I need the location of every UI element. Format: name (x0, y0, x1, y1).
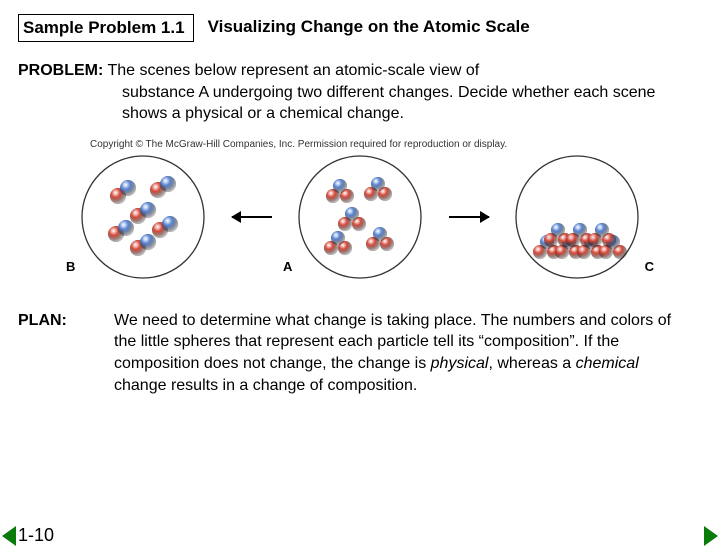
problem-text-rest: substance A undergoing two different cha… (122, 82, 690, 125)
panel-c: C (514, 154, 640, 280)
problem-text-line1: The scenes below represent an atomic-sca… (103, 62, 479, 79)
plan-mid: , whereas a (488, 355, 575, 372)
nav-prev-icon[interactable] (2, 526, 16, 546)
arrow-right-icon (449, 216, 489, 218)
page-number: 1-10 (18, 525, 54, 546)
plan-text: We need to determine what change is taki… (114, 310, 690, 396)
panel-a-svg (297, 154, 423, 280)
sample-problem-box: Sample Problem 1.1 (18, 14, 194, 42)
panel-c-label: C (645, 259, 654, 274)
problem-label: PROBLEM: (18, 62, 103, 79)
panel-b-svg (80, 154, 206, 280)
panel-b: B (80, 154, 206, 280)
panel-b-label: B (66, 259, 75, 274)
panel-a-label: A (283, 259, 292, 274)
plan-post: change results in a change of compositio… (114, 377, 417, 394)
copyright-text: Copyright © The McGraw-Hill Companies, I… (90, 139, 640, 150)
atomic-figure: Copyright © The McGraw-Hill Companies, I… (80, 139, 640, 280)
nav-next-icon[interactable] (704, 526, 718, 546)
arrow-left-icon (232, 216, 272, 218)
plan-section: PLAN: We need to determine what change i… (18, 310, 690, 396)
plan-chemical: chemical (576, 355, 639, 372)
panel-a: A (297, 154, 423, 280)
problem-section: PROBLEM: The scenes below represent an a… (18, 60, 690, 125)
page-title: Visualizing Change on the Atomic Scale (208, 14, 530, 37)
plan-label: PLAN: (18, 310, 114, 396)
panel-c-svg (514, 154, 640, 280)
plan-physical: physical (431, 355, 489, 372)
